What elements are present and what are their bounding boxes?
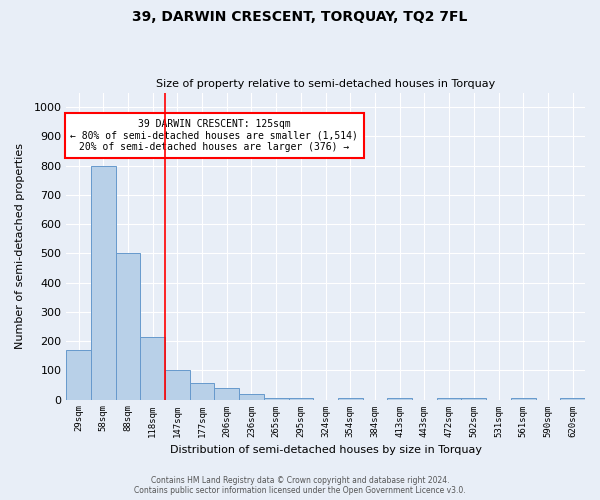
Title: Size of property relative to semi-detached houses in Torquay: Size of property relative to semi-detach…: [156, 79, 495, 89]
Bar: [116, 254, 140, 400]
Y-axis label: Number of semi-detached properties: Number of semi-detached properties: [15, 143, 25, 349]
Bar: [388, 398, 412, 400]
Text: 39, DARWIN CRESCENT, TORQUAY, TQ2 7FL: 39, DARWIN CRESCENT, TORQUAY, TQ2 7FL: [133, 10, 467, 24]
Bar: [214, 388, 239, 400]
Bar: [560, 398, 585, 400]
Text: Contains HM Land Registry data © Crown copyright and database right 2024.
Contai: Contains HM Land Registry data © Crown c…: [134, 476, 466, 495]
Bar: [140, 336, 165, 400]
Bar: [461, 398, 486, 400]
Bar: [264, 398, 289, 400]
X-axis label: Distribution of semi-detached houses by size in Torquay: Distribution of semi-detached houses by …: [170, 445, 482, 455]
Bar: [66, 350, 91, 400]
Bar: [91, 166, 116, 400]
Bar: [165, 370, 190, 400]
Text: 39 DARWIN CRESCENT: 125sqm
← 80% of semi-detached houses are smaller (1,514)
20%: 39 DARWIN CRESCENT: 125sqm ← 80% of semi…: [70, 119, 358, 152]
Bar: [289, 398, 313, 400]
Bar: [239, 394, 264, 400]
Bar: [437, 398, 461, 400]
Bar: [190, 384, 214, 400]
Bar: [338, 398, 362, 400]
Bar: [511, 398, 536, 400]
